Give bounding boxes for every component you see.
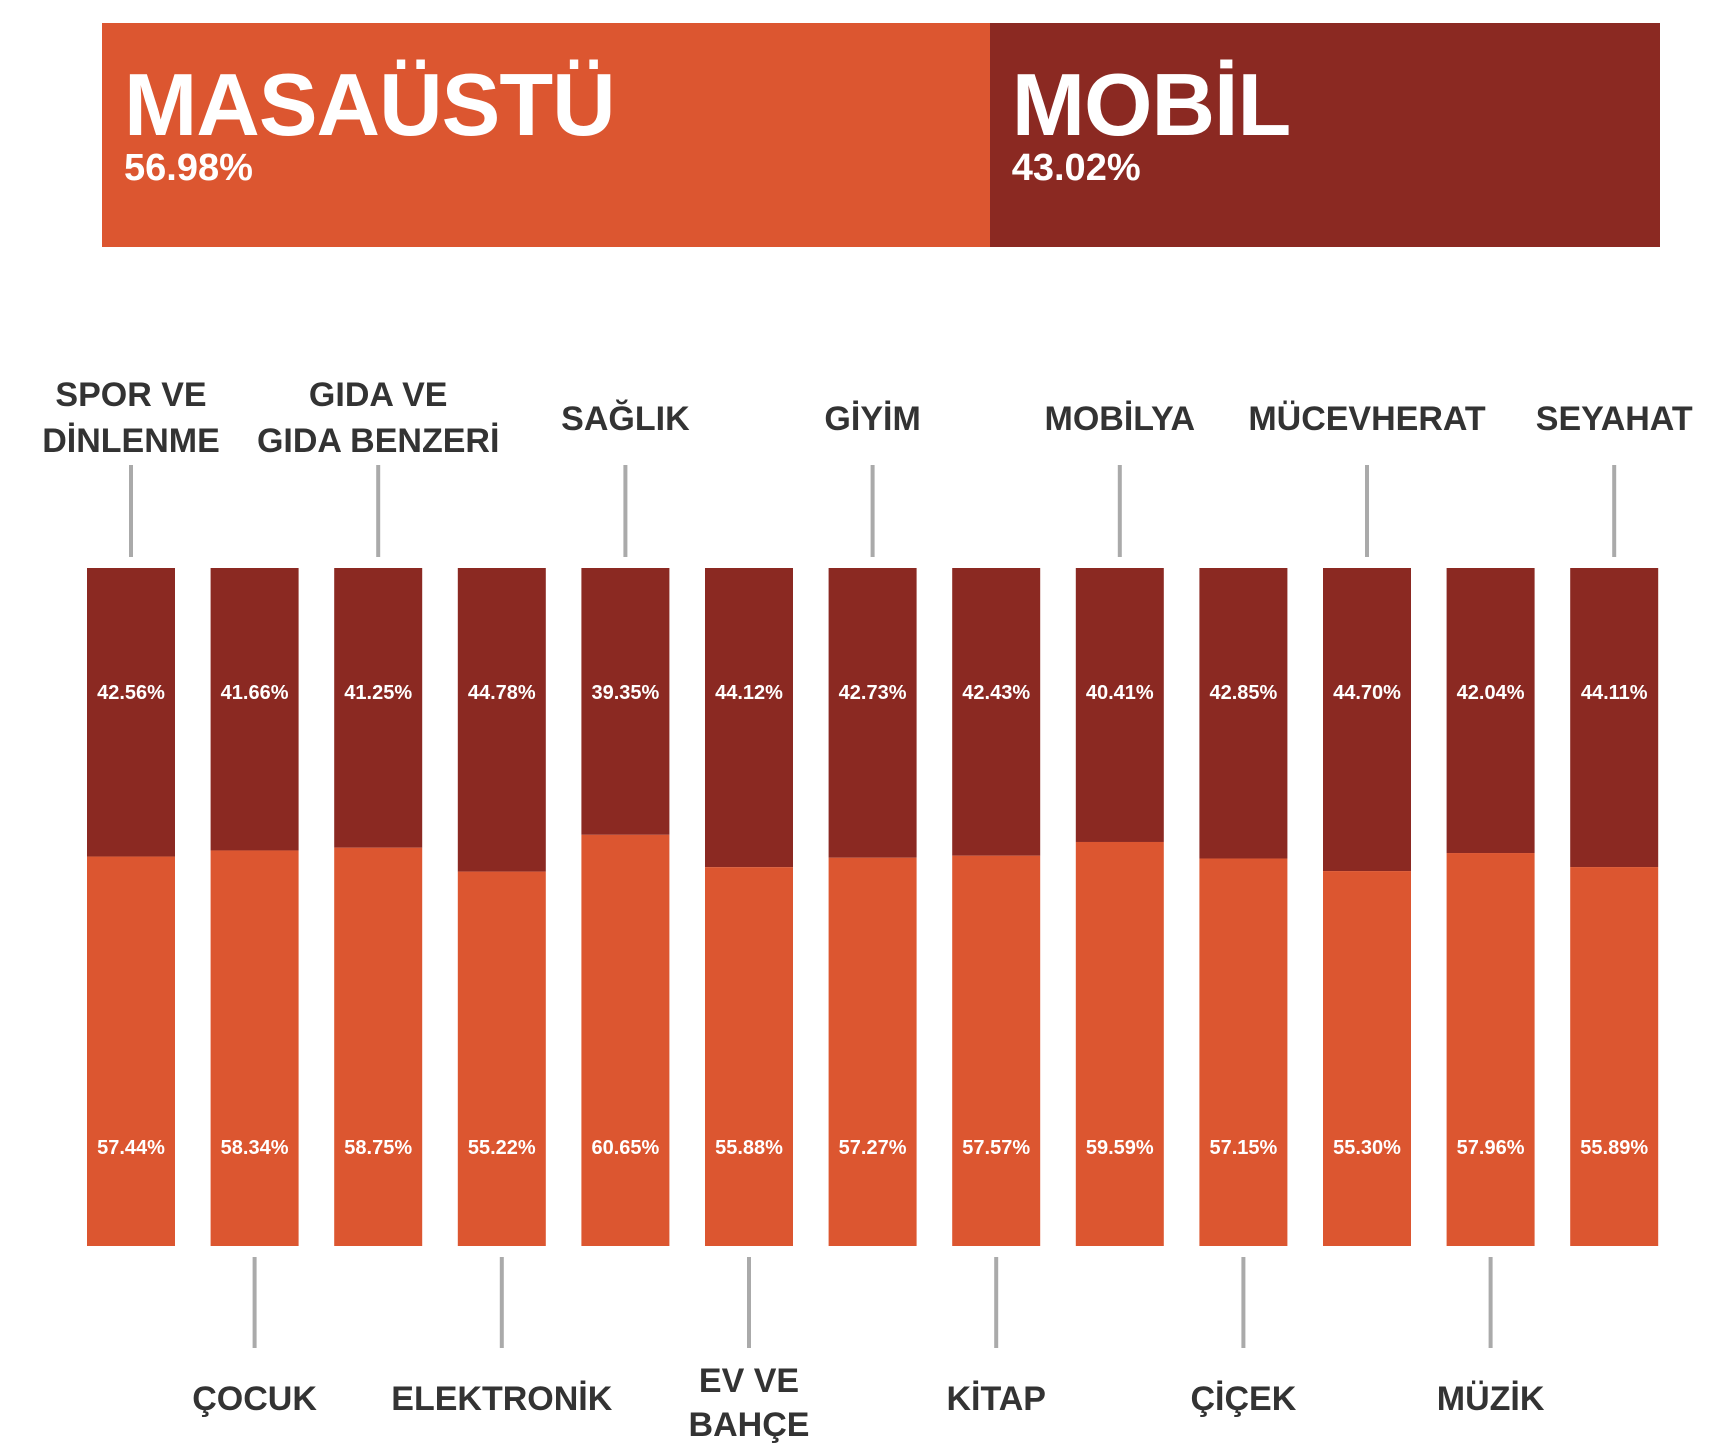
mobile-value-label-1: 42.56% bbox=[97, 682, 165, 704]
desktop-percentage: 56.98% bbox=[124, 147, 253, 189]
desktop-bar-10 bbox=[1199, 858, 1288, 1246]
mobile-label: MOBİL bbox=[1011, 55, 1292, 154]
category-label-10: ÇİÇEK bbox=[1191, 1380, 1297, 1418]
desktop-bar-7 bbox=[828, 857, 917, 1246]
category-label-12: MÜZİK bbox=[1437, 1380, 1545, 1418]
mobile-bar-13 bbox=[1570, 568, 1659, 868]
mobile-value-label-4: 44.78% bbox=[468, 682, 536, 704]
category-label-9: MOBİLYA bbox=[1045, 400, 1196, 438]
mobile-bar-12 bbox=[1446, 568, 1535, 854]
category-label-6: EV VE bbox=[699, 1362, 799, 1400]
mobile-value-label-2: 41.66% bbox=[221, 682, 289, 704]
category-label-7: GİYİM bbox=[824, 400, 920, 438]
mobile-value-label-13: 44.11% bbox=[1581, 682, 1648, 704]
desktop-share-segment: MASAÜSTÜ 56.98% bbox=[102, 23, 990, 247]
category-label-8: KİTAP bbox=[946, 1380, 1045, 1418]
mobile-bar-9 bbox=[1075, 568, 1164, 842]
desktop-value-label-3: 58.75% bbox=[344, 1137, 412, 1159]
mobile-bar-5 bbox=[581, 568, 670, 835]
category-label-1: SPOR VE bbox=[55, 376, 206, 414]
category-label-1: DİNLENME bbox=[42, 422, 220, 460]
desktop-bar-8 bbox=[952, 855, 1041, 1246]
desktop-bar-5 bbox=[581, 834, 670, 1246]
mobile-bar-4 bbox=[457, 568, 546, 872]
mobile-value-label-11: 44.70% bbox=[1333, 682, 1401, 704]
mobile-bar-8 bbox=[952, 568, 1041, 856]
desktop-value-label-1: 57.44% bbox=[97, 1137, 165, 1159]
mobile-value-label-3: 41.25% bbox=[344, 682, 412, 704]
desktop-bar-11 bbox=[1323, 871, 1411, 1246]
mobile-bar-1 bbox=[87, 568, 175, 857]
mobile-value-label-10: 42.85% bbox=[1209, 682, 1277, 704]
desktop-bar-3 bbox=[334, 847, 423, 1246]
desktop-bar-2 bbox=[210, 850, 299, 1246]
mobile-bar-2 bbox=[210, 568, 299, 851]
mobile-value-label-5: 39.35% bbox=[591, 682, 659, 704]
mobile-bar-7 bbox=[828, 568, 917, 858]
mobile-percentage: 43.02% bbox=[1011, 147, 1141, 189]
category-label-6: BAHÇE bbox=[689, 1406, 810, 1444]
mobile-bar-3 bbox=[334, 568, 423, 848]
desktop-value-label-6: 55.88% bbox=[715, 1137, 783, 1159]
mobile-value-label-7: 42.73% bbox=[839, 682, 907, 704]
summary-bar: MASAÜSTÜ 56.98% MOBİL 43.02% bbox=[102, 23, 1660, 247]
desktop-value-label-10: 57.15% bbox=[1209, 1137, 1277, 1159]
mobile-bar-10 bbox=[1199, 568, 1288, 859]
desktop-value-label-2: 58.34% bbox=[221, 1137, 289, 1159]
mobile-bar-11 bbox=[1323, 568, 1411, 872]
mobile-share-segment: MOBİL 43.02% bbox=[989, 23, 1660, 247]
desktop-value-label-5: 60.65% bbox=[591, 1137, 659, 1159]
desktop-value-label-4: 55.22% bbox=[468, 1137, 536, 1159]
mobile-bar-6 bbox=[705, 568, 793, 868]
category-label-3: GIDA BENZERİ bbox=[257, 422, 499, 460]
mobile-value-label-9: 40.41% bbox=[1086, 682, 1154, 704]
desktop-bar-12 bbox=[1446, 853, 1535, 1246]
desktop-value-label-12: 57.96% bbox=[1457, 1137, 1525, 1159]
desktop-bar-13 bbox=[1570, 867, 1659, 1246]
desktop-bar-4 bbox=[457, 871, 546, 1246]
desktop-label: MASAÜSTÜ bbox=[124, 55, 616, 154]
category-label-5: SAĞLIK bbox=[561, 400, 690, 438]
mobile-value-label-6: 44.12% bbox=[715, 682, 783, 704]
desktop-value-label-13: 55.89% bbox=[1580, 1137, 1648, 1159]
desktop-value-label-9: 59.59% bbox=[1086, 1137, 1154, 1159]
category-label-11: MÜCEVHERAT bbox=[1248, 400, 1486, 438]
desktop-value-label-11: 55.30% bbox=[1333, 1137, 1401, 1159]
desktop-bar-9 bbox=[1075, 841, 1164, 1246]
desktop-value-label-7: 57.27% bbox=[839, 1137, 907, 1159]
category-label-4: ELEKTRONİK bbox=[391, 1380, 612, 1418]
category-label-13: SEYAHAT bbox=[1536, 400, 1693, 438]
category-label-2: ÇOCUK bbox=[192, 1380, 317, 1418]
category-label-3: GIDA VE bbox=[309, 376, 448, 414]
mobile-value-label-12: 42.04% bbox=[1457, 682, 1525, 704]
desktop-bar-6 bbox=[705, 867, 793, 1246]
mobile-value-label-8: 42.43% bbox=[962, 682, 1030, 704]
desktop-bar-1 bbox=[87, 856, 175, 1246]
desktop-value-label-8: 57.57% bbox=[962, 1137, 1030, 1159]
